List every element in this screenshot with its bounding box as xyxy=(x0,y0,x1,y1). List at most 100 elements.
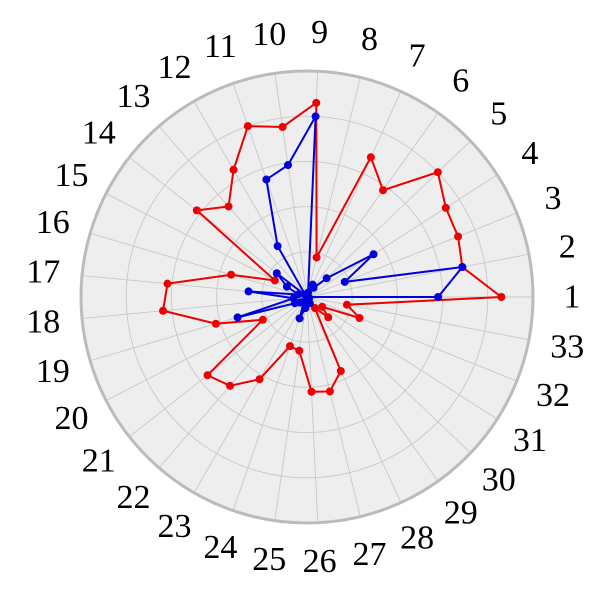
category-label: 30 xyxy=(482,461,516,498)
category-label: 23 xyxy=(158,508,192,545)
spoke-line xyxy=(232,83,308,298)
category-label: 16 xyxy=(36,204,70,241)
series-1-point xyxy=(433,168,442,177)
series-1-point xyxy=(224,202,233,211)
series-1-point xyxy=(312,98,321,107)
series-1-point xyxy=(454,232,463,241)
radar-series xyxy=(159,98,506,396)
category-label: 20 xyxy=(54,400,88,437)
category-label: 1 xyxy=(564,279,581,316)
series-2-point xyxy=(322,274,331,283)
spoke-line xyxy=(306,296,471,454)
series-2-point xyxy=(295,314,304,323)
category-label: 32 xyxy=(536,377,570,414)
category-label: 2 xyxy=(559,228,576,265)
grid-ring xyxy=(170,160,444,434)
series-1-point xyxy=(318,302,327,311)
category-label: 14 xyxy=(82,115,116,152)
series-2-point xyxy=(272,269,281,278)
category-label: 4 xyxy=(521,135,538,172)
series-1-point xyxy=(227,270,236,279)
series-1-point xyxy=(278,122,287,131)
spoke-line xyxy=(306,91,402,298)
category-label: 28 xyxy=(400,520,434,557)
category-label: 17 xyxy=(26,253,60,290)
series-2-point xyxy=(340,277,349,286)
series-2-point xyxy=(282,282,291,291)
category-label: 26 xyxy=(303,543,337,580)
category-label: 15 xyxy=(54,157,88,194)
series-1-point xyxy=(366,153,375,162)
series-1-point xyxy=(310,304,319,313)
series-1-point xyxy=(226,381,235,390)
series-1-point xyxy=(243,122,252,131)
series-line-1 xyxy=(161,100,505,393)
spoke-line xyxy=(90,232,308,298)
spoke-line xyxy=(306,174,498,298)
outer-ring xyxy=(79,69,535,525)
series-1-point xyxy=(192,206,201,215)
series-2-point xyxy=(273,242,282,251)
series-2-point xyxy=(303,293,311,301)
category-label: 25 xyxy=(252,541,286,578)
category-label: 31 xyxy=(513,422,547,459)
series-1-point xyxy=(355,314,364,322)
series-1-point xyxy=(163,279,172,288)
spoke-line xyxy=(306,296,319,523)
series-1-point xyxy=(295,346,304,355)
spoke-line xyxy=(306,112,439,298)
series-1-point xyxy=(270,276,279,285)
series-2-point xyxy=(233,313,242,322)
spoke-line xyxy=(306,296,498,420)
category-label: 27 xyxy=(352,536,386,573)
category-label: 5 xyxy=(490,96,507,133)
spoke-line xyxy=(105,296,308,401)
spoke-line xyxy=(81,296,308,319)
series-1-point xyxy=(379,186,388,195)
series-1-point xyxy=(325,387,334,396)
spoke-line xyxy=(90,296,308,362)
spoke-line xyxy=(306,296,517,382)
category-label: 10 xyxy=(252,16,286,53)
series-2-point xyxy=(284,161,293,170)
spoke-line xyxy=(306,296,361,517)
series-1-point xyxy=(211,319,220,328)
series-1-point xyxy=(497,293,506,301)
series-2-point xyxy=(311,112,320,121)
category-label: 18 xyxy=(26,304,60,341)
spoke-line xyxy=(193,296,308,493)
spoke-line xyxy=(306,296,439,482)
category-label: 3 xyxy=(545,180,562,217)
series-1-point xyxy=(312,253,321,262)
series-1-point xyxy=(286,342,294,351)
spoke-line xyxy=(274,296,308,521)
spoke-line xyxy=(306,140,471,298)
category-label: 13 xyxy=(116,78,150,115)
spoke-line xyxy=(306,253,530,298)
series-1-point xyxy=(159,306,168,315)
series-2-point xyxy=(244,287,253,296)
series-1-point xyxy=(203,371,212,380)
category-label: 24 xyxy=(203,529,237,566)
category-label: 7 xyxy=(409,37,426,74)
series-2-point xyxy=(369,250,378,259)
series-2-point xyxy=(262,175,271,184)
series-1-point xyxy=(258,315,267,324)
spoke-line xyxy=(129,296,308,438)
series-1-point xyxy=(342,300,351,309)
series-1-point xyxy=(255,375,264,384)
category-label: 12 xyxy=(158,49,192,86)
category-label: 9 xyxy=(311,14,328,51)
category-label: 29 xyxy=(444,494,478,531)
series-2-point xyxy=(434,293,443,301)
series-1-point xyxy=(229,165,238,174)
series-1-point xyxy=(324,313,333,322)
series-1-point xyxy=(441,203,450,212)
spoke-line xyxy=(158,125,308,298)
category-label: 33 xyxy=(550,329,584,366)
category-label: 11 xyxy=(204,28,237,65)
category-label: 6 xyxy=(452,63,469,100)
spoke-line xyxy=(158,296,308,469)
